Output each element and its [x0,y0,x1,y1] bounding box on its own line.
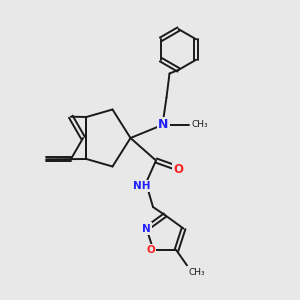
Text: N: N [142,224,151,234]
Text: CH₃: CH₃ [192,120,208,129]
Text: O: O [146,245,155,255]
Text: N: N [158,118,169,131]
Text: CH₃: CH₃ [188,268,205,277]
Text: O: O [173,163,184,176]
Text: NH: NH [133,181,150,191]
